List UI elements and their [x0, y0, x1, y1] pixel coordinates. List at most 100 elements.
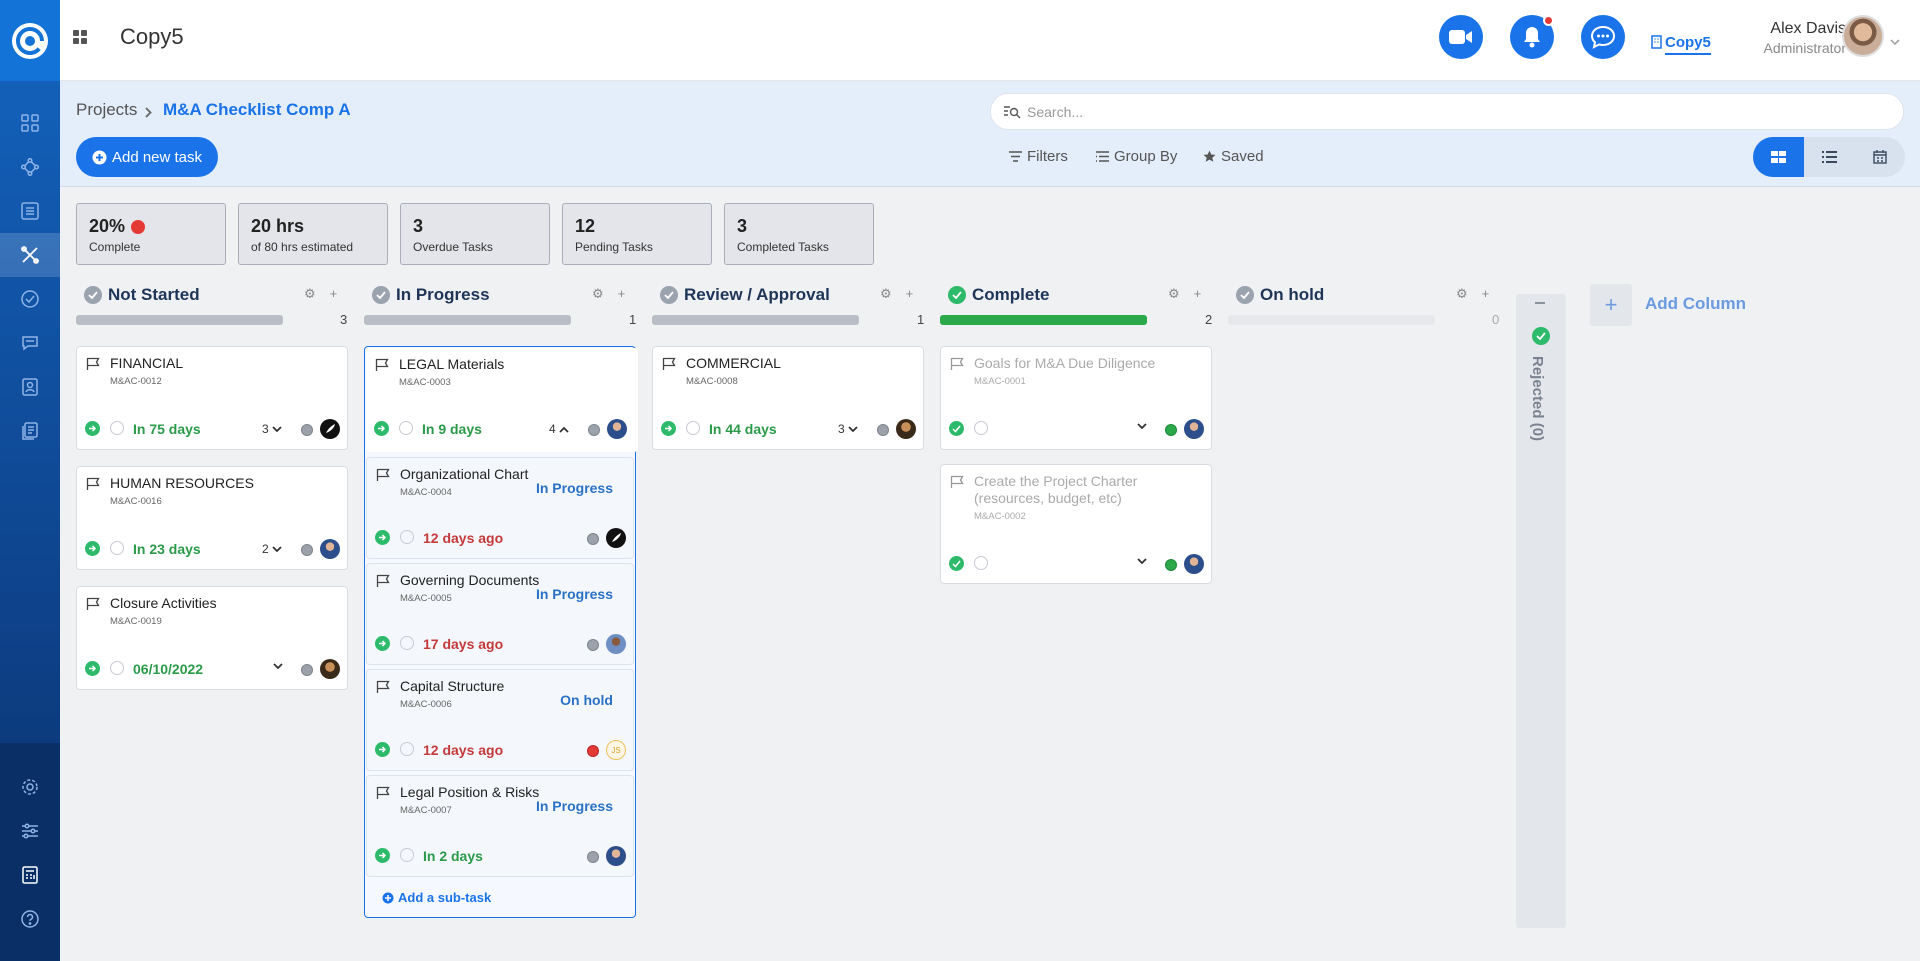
saved-button[interactable]: Saved	[1203, 148, 1264, 165]
subtask-toggle[interactable]: 4	[549, 422, 569, 436]
subtask-toggle[interactable]: 3	[838, 422, 858, 436]
plus-icon[interactable]: +	[1481, 286, 1490, 301]
sidebar-calculator-icon[interactable]	[0, 853, 60, 897]
group-by-button[interactable]: Group By	[1096, 148, 1177, 165]
stat-complete-label: Complete	[89, 240, 141, 254]
gear-icon[interactable]: ⚙	[304, 286, 316, 301]
task-card[interactable]: HUMAN RESOURCES M&AC-0016 In 23 days 2	[76, 466, 348, 570]
add-new-task-button[interactable]: Add new task	[76, 137, 218, 177]
sidebar-check-icon[interactable]	[0, 277, 60, 321]
org-link[interactable]: Copy5	[1665, 34, 1711, 55]
search-input[interactable]: Search...	[1027, 103, 1084, 120]
clock-icon	[110, 421, 124, 435]
subtask-toggle[interactable]	[1137, 423, 1147, 430]
sidebar-chat-icon[interactable]	[0, 321, 60, 365]
user-name[interactable]: Alex Davis	[1770, 20, 1846, 37]
clock-icon	[400, 636, 414, 650]
assignee-avatar[interactable]	[1184, 554, 1204, 574]
subtask-card[interactable]: Capital Structure M&AC-0006 On hold 12 d…	[366, 669, 634, 771]
task-card[interactable]: Goals for M&A Due Diligence M&AC-0001	[940, 346, 1212, 450]
add-column-label[interactable]: Add Column	[1645, 294, 1747, 313]
plus-icon[interactable]: +	[617, 286, 626, 301]
task-card[interactable]: Create the Project Charter (resources, b…	[940, 464, 1212, 584]
sidebar-network-icon[interactable]	[0, 145, 60, 189]
sidebar-help-icon[interactable]	[0, 897, 60, 941]
chevron-down-icon[interactable]	[1890, 33, 1900, 51]
subtask-card[interactable]: Legal Position & Risks M&AC-0007 In Prog…	[366, 775, 634, 877]
column-controls: ⚙ +	[1456, 286, 1489, 302]
status-dot	[877, 424, 889, 436]
subtask-card[interactable]: Organizational Chart M&AC-0004 In Progre…	[366, 457, 634, 559]
plus-icon[interactable]: +	[329, 286, 338, 301]
video-call-button[interactable]	[1439, 15, 1483, 59]
user-avatar[interactable]	[1842, 15, 1884, 57]
task-card[interactable]: LEGAL Materials M&AC-0003 In 9 days 4	[366, 348, 638, 452]
assignee-avatar[interactable]: JS	[606, 740, 626, 760]
list-view-button[interactable]	[1804, 137, 1855, 177]
gear-icon[interactable]: ⚙	[1168, 286, 1180, 301]
flag-icon	[950, 357, 964, 370]
assignee-avatar[interactable]	[320, 419, 340, 439]
calendar-view-button[interactable]	[1854, 137, 1905, 177]
assignee-avatar[interactable]	[606, 528, 626, 548]
subtask-card[interactable]: Governing Documents M&AC-0005 In Progres…	[366, 563, 634, 665]
chevron-down-icon	[1137, 558, 1147, 565]
board-view-button[interactable]	[1753, 137, 1804, 177]
task-status: On hold	[560, 692, 613, 708]
plus-icon[interactable]: +	[905, 286, 914, 301]
task-card[interactable]: Closure Activities M&AC-0019 06/10/2022	[76, 586, 348, 690]
add-subtask-button[interactable]: Add a sub-task	[382, 890, 491, 905]
stat-completed-label: Completed Tasks	[737, 240, 829, 254]
task-code: M&AC-0006	[400, 699, 452, 710]
gear-icon[interactable]: ⚙	[1456, 286, 1468, 301]
assignee-avatar[interactable]	[320, 659, 340, 679]
sidebar-tools-icon[interactable]	[0, 233, 60, 277]
assignee-avatar[interactable]	[607, 419, 627, 439]
apps-grid-icon[interactable]	[73, 30, 87, 49]
check-circle-icon	[660, 286, 678, 304]
app-logo[interactable]	[0, 0, 60, 81]
filters-button[interactable]: Filters	[1009, 148, 1068, 165]
plus-circle-icon	[92, 150, 107, 164]
subtask-toggle[interactable]	[273, 663, 283, 670]
task-code: M&AC-0003	[399, 377, 451, 388]
sidebar-docs-icon[interactable]	[0, 409, 60, 453]
sidebar-dashboard-icon[interactable]	[0, 101, 60, 145]
assignee-avatar[interactable]	[1184, 419, 1204, 439]
assignee-avatar[interactable]	[606, 846, 626, 866]
gear-icon[interactable]: ⚙	[880, 286, 892, 301]
column-header-in-progress: In Progress	[372, 284, 490, 306]
stat-pending: 12 Pending Tasks	[562, 203, 712, 265]
gear-icon[interactable]: ⚙	[592, 286, 604, 301]
notifications-button[interactable]	[1510, 15, 1554, 59]
sidebar-contacts-icon[interactable]	[0, 365, 60, 409]
sidebar-list-icon[interactable]	[0, 189, 60, 233]
search-box[interactable]: Search...	[990, 93, 1904, 130]
stat-pending-label: Pending Tasks	[575, 240, 653, 254]
add-column-button[interactable]: +	[1590, 284, 1632, 326]
column-title: Review / Approval	[684, 285, 830, 304]
chat-button[interactable]	[1581, 15, 1625, 59]
assignee-avatar[interactable]	[320, 539, 340, 559]
filter-icon	[1009, 151, 1022, 162]
task-status: In Progress	[535, 798, 613, 814]
collapse-icon[interactable]	[1535, 302, 1545, 304]
breadcrumb-projects[interactable]: Projects	[76, 100, 138, 119]
check-circle-icon	[1532, 327, 1550, 345]
sidebar-sliders-icon[interactable]	[0, 809, 60, 853]
list-icon	[1821, 151, 1837, 163]
task-card[interactable]: FINANCIAL M&AC-0012 In 75 days 3	[76, 346, 348, 450]
subtask-toggle[interactable]: 2	[262, 542, 282, 556]
notification-badge	[1543, 15, 1554, 26]
rejected-column-collapsed[interactable]	[1516, 294, 1566, 928]
plus-icon[interactable]: +	[1193, 286, 1202, 301]
plus-circle-icon	[382, 892, 394, 903]
subtask-toggle[interactable]	[1137, 558, 1147, 565]
task-card[interactable]: COMMERCIAL M&AC-0008 In 44 days 3	[652, 346, 924, 450]
breadcrumb-current[interactable]: M&A Checklist Comp A	[163, 100, 351, 119]
subtask-toggle[interactable]: 3	[262, 422, 282, 436]
sidebar-settings-icon[interactable]	[0, 765, 60, 809]
filters-label: Filters	[1027, 148, 1068, 165]
assignee-avatar[interactable]	[896, 419, 916, 439]
assignee-avatar[interactable]	[606, 634, 626, 654]
